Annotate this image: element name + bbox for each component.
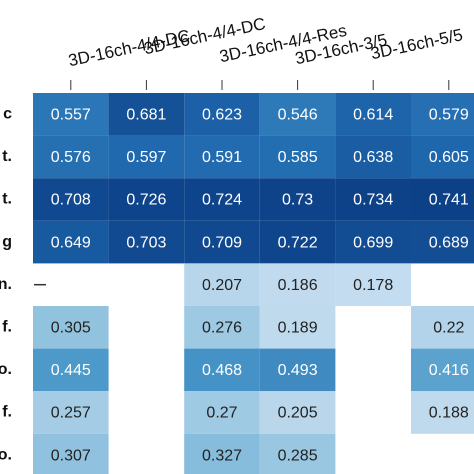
heatmap-cell [184, 263, 260, 306]
heatmap-cell [411, 306, 474, 349]
row-label: t. [2, 148, 12, 165]
heatmap-cell [259, 263, 336, 306]
heatmap-cell [411, 220, 474, 264]
heatmap-cell [33, 306, 109, 349]
heatmap-cell [184, 391, 260, 434]
cell-label: 0.681 [126, 107, 166, 124]
heatmap-cell [335, 220, 411, 264]
heatmap-cell [108, 178, 185, 221]
heatmap-cell [259, 306, 336, 349]
row-label: t. [2, 191, 12, 208]
cell-label: 0.416 [429, 362, 469, 379]
cell-label: 0.722 [278, 234, 318, 251]
heatmap-cell [184, 135, 260, 179]
heatmap-cell [33, 220, 109, 264]
cell-label: 0.703 [126, 234, 166, 251]
heatmap-cell [259, 348, 336, 392]
cell-label: 0.591 [202, 149, 242, 166]
cell-label: 0.557 [51, 107, 91, 124]
cell-label: 0.186 [278, 277, 318, 294]
row-label: f. [2, 404, 12, 421]
cell-label: 0.189 [278, 320, 318, 337]
heatmap-cell [184, 220, 260, 264]
cell-label: 0.276 [202, 320, 242, 337]
cell-label: 0.207 [202, 277, 242, 294]
cell-label: 0.708 [51, 192, 91, 209]
heatmap-cell [108, 93, 185, 136]
heatmap-cell [411, 93, 474, 136]
cell-label: 0.605 [429, 149, 469, 166]
heatmap-cell [33, 93, 109, 136]
cell-label: 0.741 [429, 192, 469, 209]
cell-label: 0.327 [202, 447, 242, 464]
heatmap-cell [33, 135, 109, 179]
heatmap-cell [184, 348, 260, 392]
heatmap-cell [411, 135, 474, 179]
cell-label: 0.27 [206, 405, 237, 422]
row-label: o. [0, 361, 12, 378]
row-label: o. [0, 446, 12, 463]
cell-label: 0.285 [278, 447, 318, 464]
heatmap-cell [33, 433, 109, 474]
cell-label: 0.178 [353, 277, 393, 294]
row-label: g [2, 233, 12, 250]
heatmap-cell [33, 391, 109, 434]
cell-label: 0.493 [278, 362, 318, 379]
cell-label: 0.614 [353, 107, 393, 124]
cell-label: 0.724 [202, 192, 242, 209]
cell-label: 0.709 [202, 234, 242, 251]
heatmap-cell [259, 135, 336, 179]
heatmap-cell [335, 263, 411, 306]
heatmap-cell [184, 93, 260, 136]
heatmap-cell [108, 135, 185, 179]
heatmap-cell [259, 433, 336, 474]
cell-label: 0.734 [353, 192, 393, 209]
cell-label: 0.576 [51, 149, 91, 166]
cell-label: 0.546 [278, 107, 318, 124]
cell-label: 0.623 [202, 107, 242, 124]
heatmap-cell [33, 178, 109, 221]
heatmap-cell [259, 93, 336, 136]
cell-label: 0.445 [51, 362, 91, 379]
cell-label: 0.579 [429, 107, 469, 124]
row-label: c [3, 106, 12, 123]
heatmap-cell [335, 178, 411, 221]
cell-label: 0.188 [429, 405, 469, 422]
heatmap-cell [259, 391, 336, 434]
heatmap-cell [259, 178, 336, 221]
heatmap-cell [108, 220, 185, 264]
cell-label: 0.689 [429, 234, 469, 251]
cell-label: 0.305 [51, 320, 91, 337]
cell-label: 0.205 [278, 405, 318, 422]
cell-label: 0.726 [126, 192, 166, 209]
row-label: n. [0, 276, 12, 293]
cell-label: 0.22 [433, 320, 464, 337]
heatmap-cell [411, 391, 474, 434]
cell-label: 0.649 [51, 234, 91, 251]
heatmap-cell [411, 178, 474, 221]
cell-label: 0.699 [353, 234, 393, 251]
heatmap-cell [335, 93, 411, 136]
cell-label: 0.638 [353, 149, 393, 166]
heatmap-cell [259, 220, 336, 264]
heatmap-cell [335, 135, 411, 179]
cell-label: 0.257 [51, 405, 91, 422]
heatmap-cell [184, 433, 260, 474]
heatmap-cell [184, 306, 260, 349]
cell-label: 0.468 [202, 362, 242, 379]
cell-label: 0.307 [51, 447, 91, 464]
row-label: f. [2, 319, 12, 336]
cell-label: 0.73 [282, 192, 313, 209]
heatmap-cell [184, 178, 260, 221]
heatmap-cell [411, 348, 474, 392]
heatmap-cell [33, 348, 109, 392]
cell-label: 0.597 [126, 149, 166, 166]
cell-label: 0.585 [278, 149, 318, 166]
